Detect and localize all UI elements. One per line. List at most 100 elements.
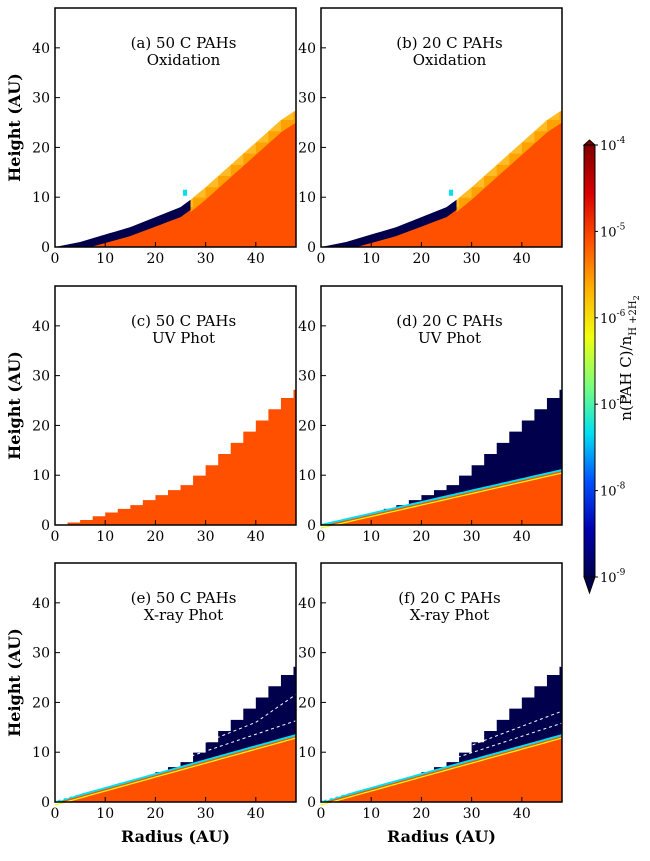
- x-tick-label: 30: [463, 529, 481, 545]
- x-tick-label: 10: [96, 529, 114, 545]
- x-tick-label: 30: [197, 806, 215, 822]
- colorbar-tick-label: 10-6: [600, 309, 626, 327]
- x-tick-label: 0: [317, 529, 326, 545]
- y-tick-label: 0: [41, 795, 50, 811]
- y-tick-label: 40: [298, 319, 316, 335]
- x-tick-label: 30: [197, 529, 215, 545]
- panel-subtitle: Oxidation: [413, 51, 487, 69]
- dashed-contour: [54, 720, 297, 803]
- panel-title: (a) 50 C PAHs: [131, 34, 237, 52]
- x-axis-label: Radius (AU): [121, 827, 230, 846]
- colorbar-tick-label: 10-9: [600, 568, 626, 586]
- x-tick-label: 40: [513, 251, 531, 267]
- y-tick-label: 30: [32, 91, 50, 107]
- y-tick-label: 0: [307, 795, 316, 811]
- y-tick-label: 40: [32, 596, 50, 612]
- colorbar-tick-label: 10-8: [600, 482, 626, 500]
- x-tick-label: 10: [362, 251, 380, 267]
- x-tick-label: 40: [247, 529, 265, 545]
- colorbar-extend-bottom: [583, 576, 596, 595]
- colorbar-extend-top: [582, 139, 597, 146]
- y-tick-label: 30: [32, 646, 50, 662]
- y-tick-label: 30: [298, 369, 316, 385]
- x-tick-label: 30: [463, 251, 481, 267]
- y-axis-label: Height (AU): [5, 628, 24, 737]
- panel-subtitle: X-ray Phot: [144, 606, 223, 624]
- panel-subtitle: UV Phot: [418, 329, 481, 347]
- y-tick-label: 10: [298, 190, 316, 206]
- disk-envelope: [55, 388, 296, 525]
- transition-line: [320, 469, 563, 526]
- y-tick-label: 0: [307, 518, 316, 534]
- x-tick-label: 0: [317, 806, 326, 822]
- y-tick-label: 0: [41, 518, 50, 534]
- x-tick-label: 40: [513, 529, 531, 545]
- depleted-layer: [55, 199, 191, 247]
- y-tick-label: 10: [32, 468, 50, 484]
- panel-title: (c) 50 C PAHs: [131, 312, 236, 330]
- y-tick-label: 40: [298, 41, 316, 57]
- transition-line: [54, 734, 297, 803]
- transition-layer: [456, 110, 562, 213]
- x-tick-label: 10: [362, 806, 380, 822]
- colorbar-tick-label: 10-7: [600, 395, 626, 413]
- y-axis-label: Height (AU): [5, 351, 24, 460]
- y-tick-label: 20: [32, 140, 50, 156]
- axes-frame: [54, 7, 297, 248]
- disk-envelope: [321, 110, 562, 248]
- x-tick-label: 0: [51, 806, 60, 822]
- x-tick-label: 10: [362, 529, 380, 545]
- x-tick-label: 20: [413, 251, 431, 267]
- y-tick-label: 10: [32, 745, 50, 761]
- x-tick-label: 10: [96, 806, 114, 822]
- disk-envelope: [55, 110, 296, 248]
- x-tick-label: 40: [513, 806, 531, 822]
- dashed-contour: [320, 710, 563, 803]
- transition-line: [320, 737, 563, 806]
- y-tick-label: 20: [298, 140, 316, 156]
- y-tick-label: 30: [32, 369, 50, 385]
- panel-subtitle: X-ray Phot: [410, 606, 489, 624]
- colorbar-ticks: 10-9 10-8 10-7 10-6 10-5 10-4: [595, 136, 626, 586]
- y-tick-label: 40: [298, 596, 316, 612]
- axes-frame: [320, 562, 563, 803]
- cyan-patch: [183, 189, 188, 196]
- dashed-contour: [320, 722, 563, 803]
- x-tick-label: 0: [51, 251, 60, 267]
- transition-line: [320, 734, 563, 803]
- y-tick-label: 10: [32, 190, 50, 206]
- axes-frame: [54, 562, 297, 803]
- transition-line: [320, 472, 563, 529]
- x-tick-label: 20: [413, 529, 431, 545]
- y-tick-label: 0: [41, 240, 50, 256]
- x-tick-label: 20: [413, 806, 431, 822]
- y-tick-label: 20: [32, 418, 50, 434]
- panel-title: (e) 50 C PAHs: [131, 589, 237, 607]
- transition-layer: [190, 110, 296, 213]
- y-tick-label: 10: [298, 468, 316, 484]
- axes-frame: [54, 285, 297, 526]
- x-tick-label: 20: [147, 806, 165, 822]
- y-tick-label: 40: [32, 41, 50, 57]
- axes-frame: [320, 285, 563, 526]
- y-tick-label: 20: [298, 418, 316, 434]
- x-tick-label: 0: [317, 251, 326, 267]
- panel-subtitle: Oxidation: [147, 51, 221, 69]
- colorbar-label: n(PAH C)/nH +2H2: [617, 295, 641, 420]
- y-tick-label: 20: [32, 695, 50, 711]
- x-tick-label: 20: [147, 529, 165, 545]
- x-tick-label: 30: [463, 806, 481, 822]
- colorbar-tick-label: 10-5: [600, 222, 626, 240]
- x-tick-label: 20: [147, 251, 165, 267]
- colorbar-tick-label: 10-4: [600, 136, 626, 154]
- x-tick-label: 10: [96, 251, 114, 267]
- y-tick-label: 30: [298, 646, 316, 662]
- panel-title: (f) 20 C PAHs: [398, 589, 500, 607]
- cyan-patch: [449, 189, 454, 196]
- y-axis-label: Height (AU): [5, 73, 24, 182]
